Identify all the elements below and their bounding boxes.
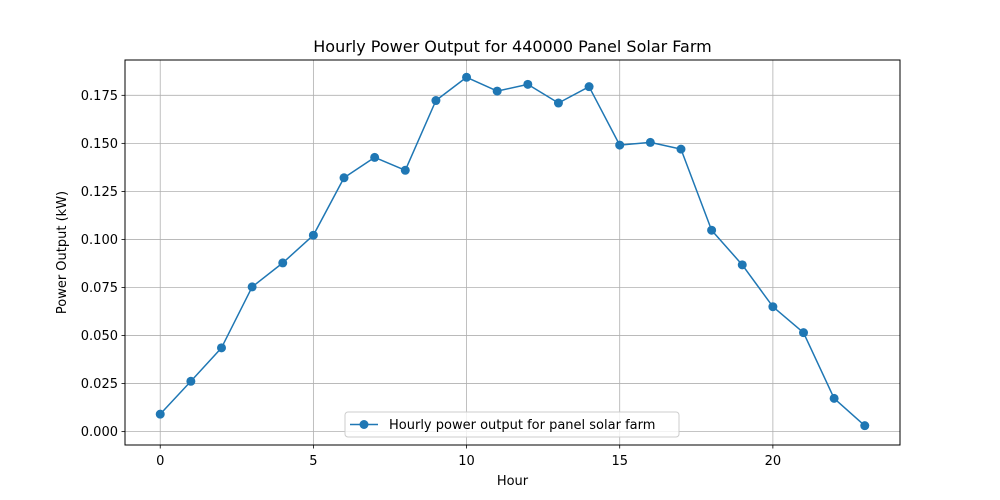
data-point [186,376,196,386]
x-tick-label: 5 [309,454,317,469]
y-axis: 0.000 0.025 0.050 0.075 0.100 0.125 0.150 0.175 [81,89,125,440]
x-axis-label: Hour [497,474,529,489]
x-tick-label: 0 [156,454,164,469]
y-tick-label: 0.125 [81,185,118,200]
data-point [308,230,318,240]
series-layer [155,72,870,431]
data-point [584,82,594,92]
data-point [492,86,502,96]
y-tick-label: 0.000 [81,425,118,440]
data-point [768,302,778,312]
data-point [707,225,717,235]
y-axis-label: Power Output (kW) [55,191,70,314]
y-tick-label: 0.025 [81,377,118,392]
chart-title: Hourly Power Output for 440000 Panel Sol… [313,37,711,56]
data-point [216,343,226,353]
x-tick-label: 15 [611,454,628,469]
series-line [159,76,866,427]
data-point [523,79,533,89]
data-point [615,140,625,150]
data-point [370,152,380,162]
data-point [400,165,410,175]
legend-label: Hourly power output for panel solar farm [389,418,655,433]
y-tick-label: 0.075 [81,281,118,296]
data-point [247,282,257,292]
data-point [829,393,839,403]
data-point [676,144,686,154]
data-point [645,137,655,147]
data-point [799,328,809,338]
plot-frame [124,59,901,446]
y-tick-label: 0.050 [81,329,118,344]
data-point [155,409,165,419]
y-tick-label: 0.100 [81,233,118,248]
data-point [339,173,349,183]
y-tick-label: 0.175 [81,89,118,104]
data-point [553,98,563,108]
data-point [462,72,472,82]
legend-marker-swatch [359,420,369,429]
data-point [431,96,441,106]
x-axis: 0 5 10 15 20 [156,445,781,469]
x-tick-label: 20 [765,454,782,469]
x-tick-label: 10 [458,454,475,469]
legend: Hourly power output for panel solar farm [344,411,680,438]
data-point [737,260,747,270]
data-point [278,258,288,268]
data-point [860,421,870,431]
legend-box [344,411,680,438]
y-tick-label: 0.150 [81,137,118,152]
